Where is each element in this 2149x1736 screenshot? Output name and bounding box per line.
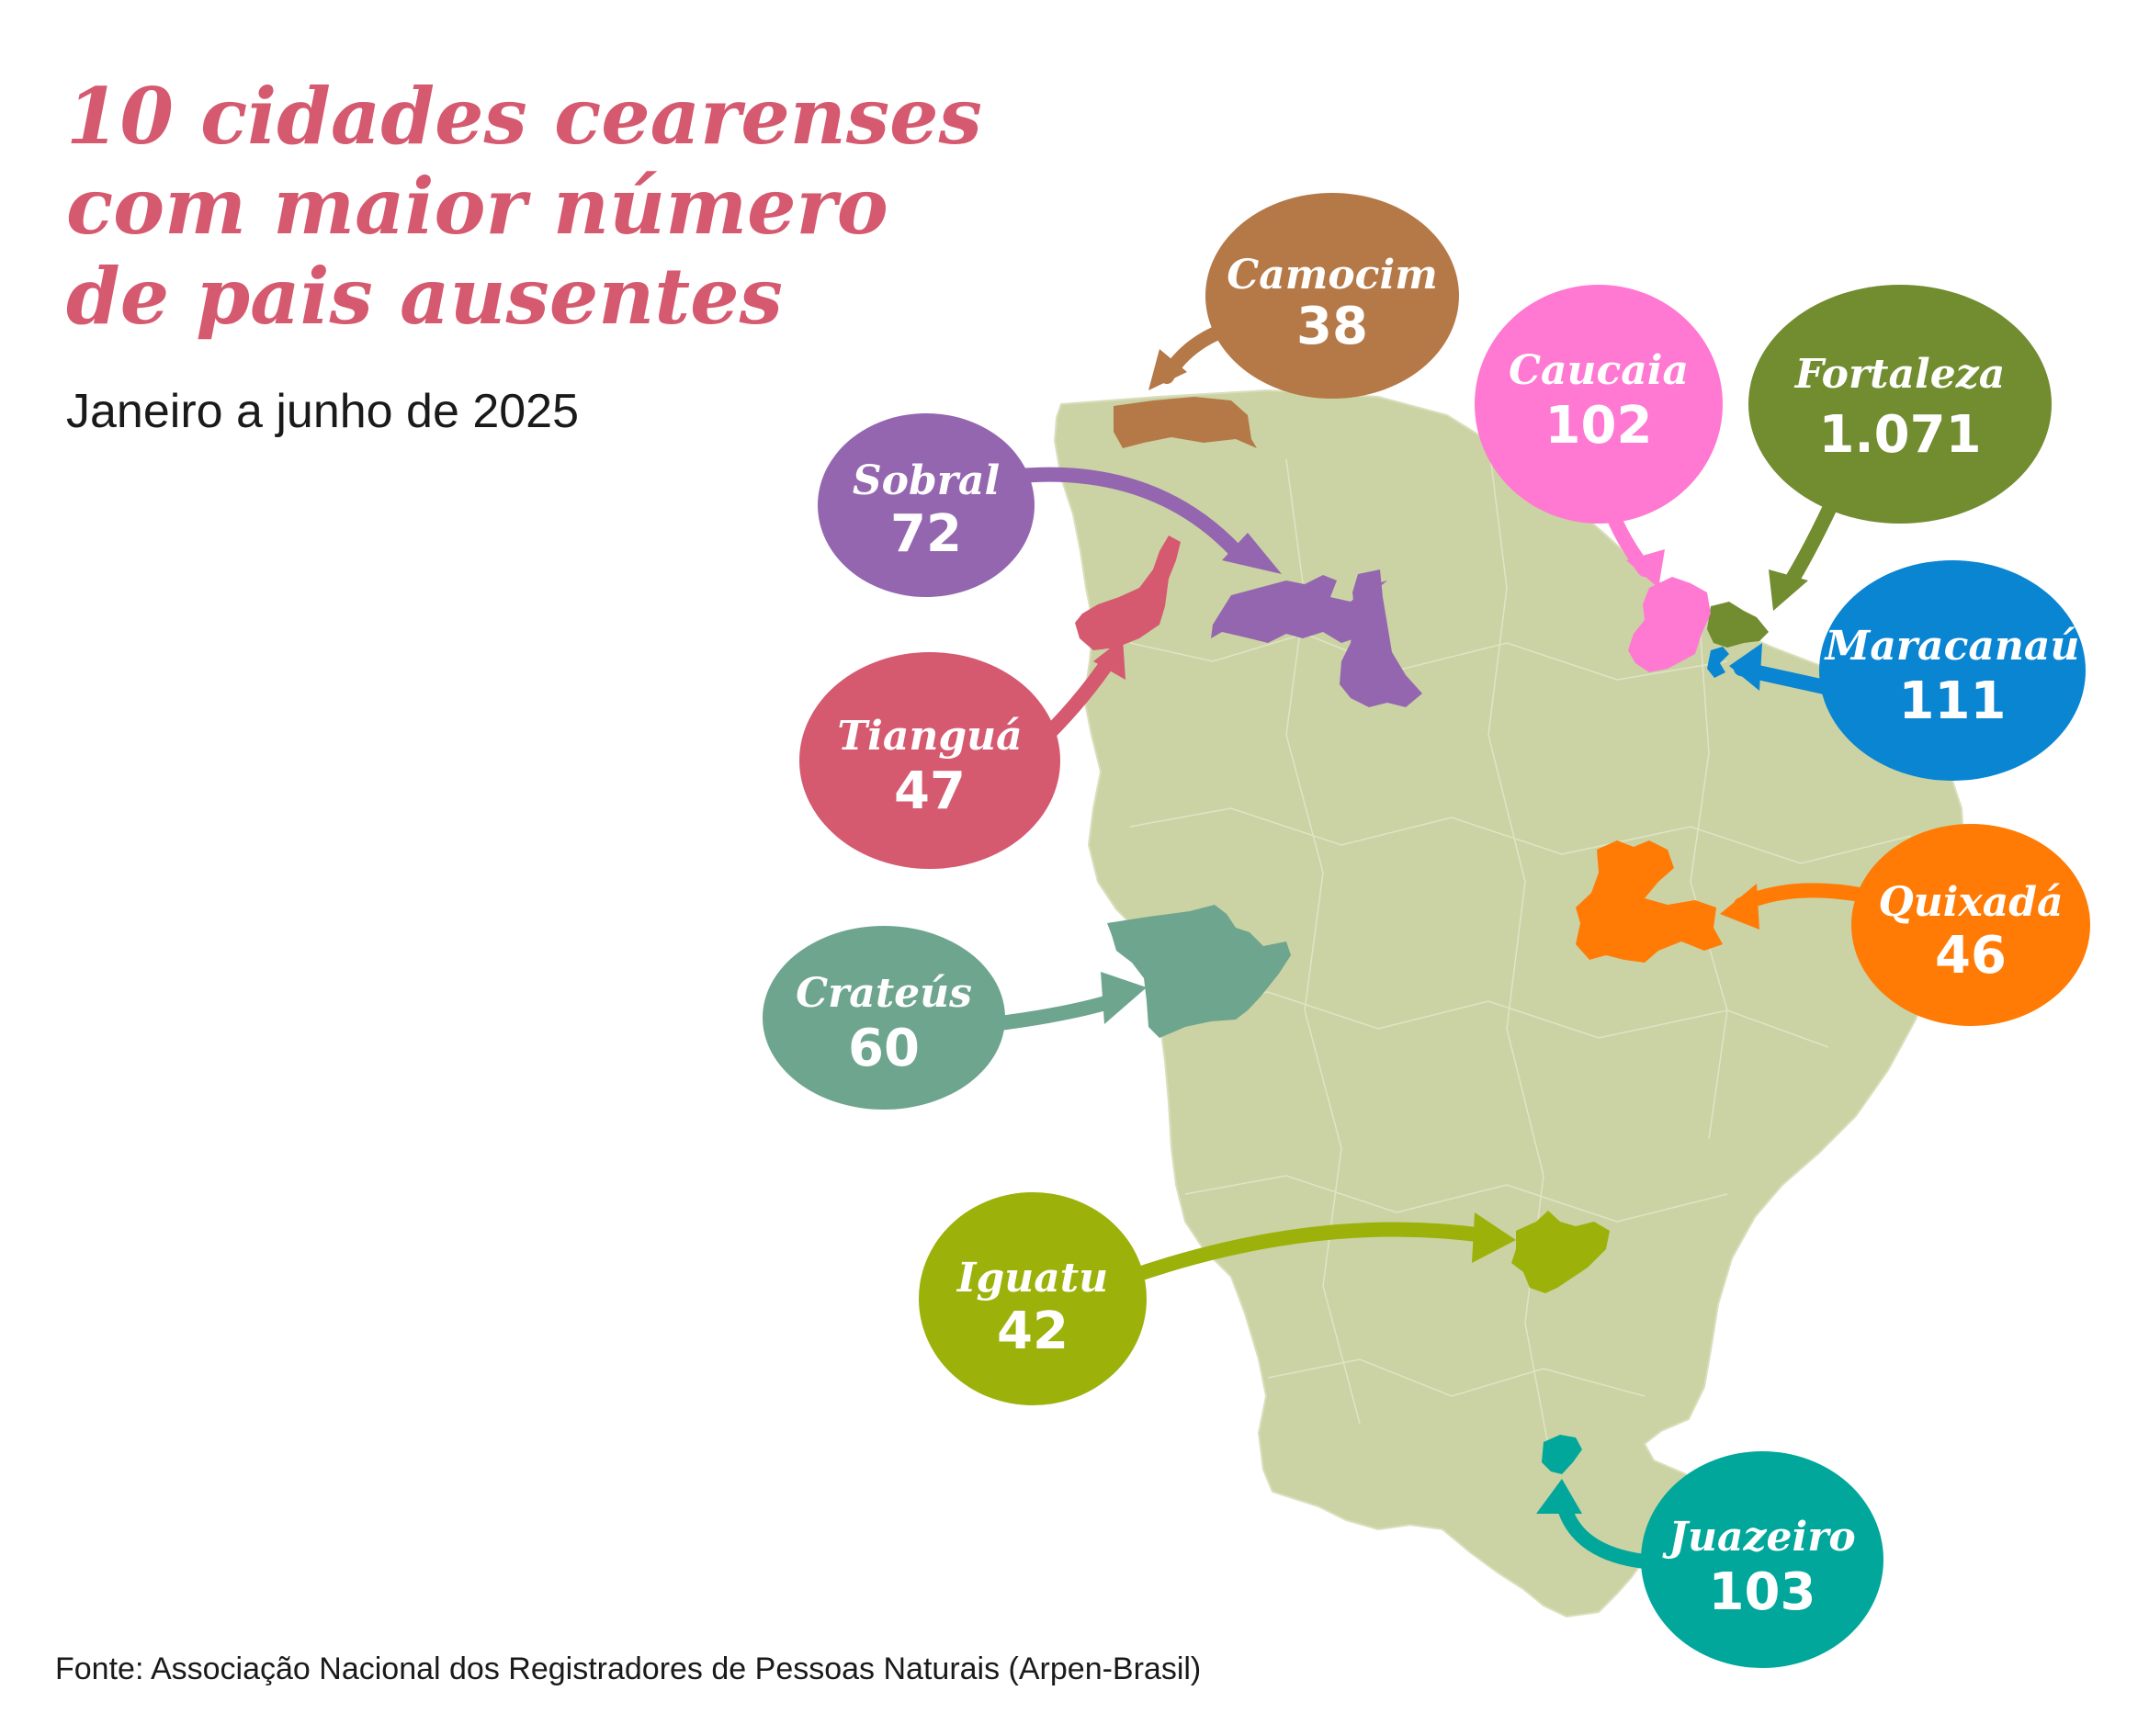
bubble-camocim: Camocim 38 <box>1205 193 1459 399</box>
bubble-shape <box>818 413 1035 597</box>
region-maracanau <box>1707 647 1729 678</box>
title-line-3: de pais ausentes <box>66 251 783 342</box>
bubble-shape <box>1205 193 1459 399</box>
bubble-shape <box>799 652 1060 869</box>
arrowhead-tiangua <box>1093 638 1125 680</box>
bubble-shape <box>919 1192 1147 1405</box>
city-name: Juazeiro <box>1662 1514 1856 1561</box>
arrowhead-juazeiro <box>1536 1479 1582 1514</box>
arrowhead-quixada <box>1720 884 1759 930</box>
city-value: 38 <box>1296 297 1368 356</box>
region-crateus <box>1107 905 1291 1038</box>
region-caucaia <box>1628 577 1711 672</box>
bubble-shape <box>1475 285 1723 524</box>
city-value: 102 <box>1545 396 1653 456</box>
region-sobral <box>1211 575 1387 643</box>
city-value: 60 <box>848 1019 920 1078</box>
city-name: Fortaleza <box>1793 351 2005 398</box>
region-camocim <box>1114 397 1257 448</box>
source-note: Fonte: Associação Nacional dos Registrad… <box>55 1651 1202 1686</box>
title-line-1: 10 cidades cearenses <box>66 71 982 162</box>
city-value: 111 <box>1899 671 2007 731</box>
bubble-shape <box>1819 560 2086 781</box>
bubble-shape <box>1641 1451 1883 1668</box>
bubble-fortaleza: Fortaleza 1.071 <box>1748 285 2052 524</box>
bubble-crateus: Crateús 60 <box>763 926 1005 1110</box>
bubble-sobral: Sobral 72 <box>818 413 1035 597</box>
city-name: Maracanaú <box>1824 623 2080 670</box>
region-iguatu <box>1511 1211 1610 1293</box>
city-value: 47 <box>894 761 966 821</box>
region-juazeiro <box>1542 1435 1582 1474</box>
arrow-iguatu <box>1118 1222 1491 1286</box>
city-value: 42 <box>997 1302 1069 1361</box>
region-tiangua <box>1075 535 1181 650</box>
city-name: Quixadá <box>1878 879 2063 926</box>
arrowhead-maracanau <box>1729 643 1762 691</box>
city-name: Iguatu <box>956 1255 1108 1302</box>
city-name: Caucaia <box>1509 347 1689 394</box>
bubble-caucaia: Caucaia 102 <box>1475 285 1723 524</box>
city-name: Camocim <box>1227 252 1438 299</box>
city-value: 72 <box>890 504 962 564</box>
arrow-sobral <box>994 467 1243 558</box>
city-value: 1.071 <box>1818 405 1981 465</box>
bubble-iguatu: Iguatu 42 <box>919 1192 1147 1405</box>
page-subtitle: Janeiro a junho de 2025 <box>66 385 580 438</box>
bubble-shape <box>763 926 1005 1110</box>
arrowheads <box>1093 349 1808 1514</box>
arrowhead-crateus <box>1101 972 1147 1024</box>
city-name: Sobral <box>853 457 1000 504</box>
arrowhead-iguatu <box>1472 1212 1516 1263</box>
page-title: 10 cidades cearenses com maior número de… <box>66 72 982 342</box>
bubble-quixada: Quixadá 46 <box>1851 824 2090 1026</box>
region-fortaleza <box>1707 602 1769 648</box>
city-name: Tianguá <box>837 713 1022 760</box>
city-value: 46 <box>1935 926 2007 986</box>
bubble-maracanau: Maracanaú 111 <box>1819 560 2086 781</box>
arrowhead-caucaia <box>1626 549 1665 588</box>
city-name: Crateús <box>796 970 972 1017</box>
bubble-shape <box>1748 285 2052 524</box>
bubble-juazeiro: Juazeiro 103 <box>1641 1451 1883 1668</box>
arrowhead-camocim <box>1148 349 1187 390</box>
city-value: 103 <box>1709 1562 1816 1622</box>
arrow-crateus <box>985 994 1119 1031</box>
title-line-2: com maior número <box>66 161 888 252</box>
bubble-shape <box>1851 824 2090 1026</box>
bubble-tiangua: Tianguá 47 <box>799 652 1060 869</box>
arrowhead-sobral <box>1222 533 1282 574</box>
region-quixada <box>1576 840 1723 963</box>
region-sobral-east <box>1340 569 1422 707</box>
arrowhead-fortaleza <box>1769 569 1808 611</box>
